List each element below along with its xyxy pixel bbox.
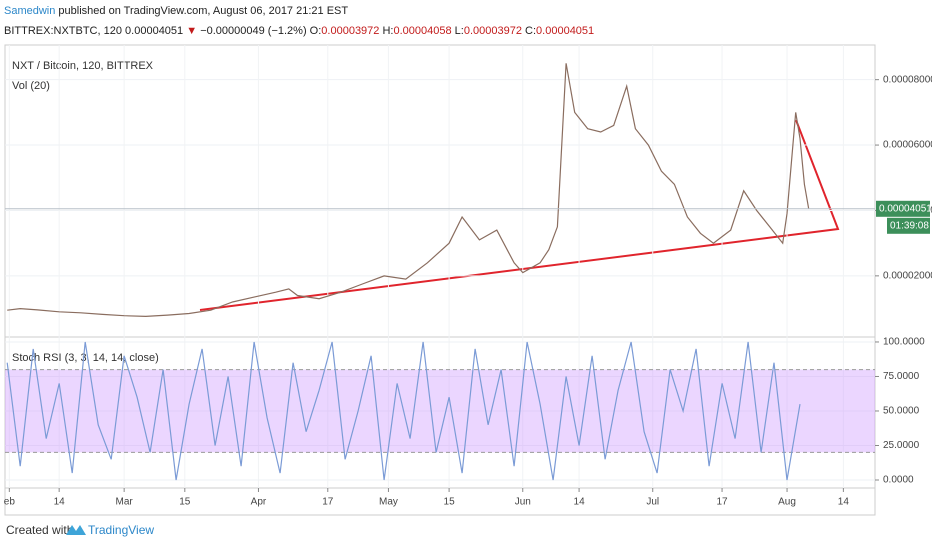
y-tick-label: 75.0000: [883, 371, 920, 382]
x-tick-label: 15: [444, 497, 456, 508]
series-line: [7, 63, 810, 318]
x-tick-label: May: [379, 497, 398, 508]
countdown-box: [887, 217, 930, 234]
y-tick-label: 25.0000: [883, 440, 920, 451]
change: −0.00000049 (−1.2%): [200, 25, 307, 37]
y-tick-label: 0.00008000: [883, 74, 932, 85]
x-tick-label: eb: [4, 497, 16, 508]
x-tick-label: Aug: [778, 497, 796, 508]
y-tick-label: 50.0000: [883, 406, 920, 417]
ohlc-line: BITTREX:NXTBTC, 120 0.00004051 ▼ −0.0000…: [4, 25, 594, 37]
footer-created: Created with: [6, 523, 73, 537]
pane-title: NXT / Bitcoin, 120, BITTREX: [12, 60, 154, 72]
down-arrow: ▼: [186, 25, 198, 37]
price-box: [876, 200, 930, 217]
h-label: H:: [382, 25, 394, 37]
published: published on TradingView.com, August 06,…: [58, 5, 349, 17]
pane-title: Stoch RSI (3, 3, 14, 14, close): [12, 352, 159, 364]
h: 0.00004058: [393, 25, 452, 37]
last: 0.00004051: [125, 25, 184, 37]
o: 0.00003972: [321, 25, 380, 37]
x-tick-label: 17: [716, 497, 728, 508]
x-tick-label: 14: [574, 497, 586, 508]
publish-line: Samedwin published on TradingView.com, A…: [4, 5, 348, 17]
frame: [4, 44, 876, 516]
x-tick-label: 14: [838, 497, 850, 508]
y-tick-label: 0.00006000: [883, 140, 932, 151]
author[interactable]: Samedwin: [4, 5, 56, 17]
volume-label: Vol (20): [12, 80, 50, 92]
l-label: L:: [454, 25, 464, 37]
c: 0.00004051: [536, 25, 595, 37]
trend-lines: [199, 119, 840, 311]
o-label: O:: [309, 25, 322, 37]
footer-brand[interactable]: TradingView: [88, 523, 154, 537]
c-label: C:: [525, 25, 537, 37]
y-tick-label: 0.0000: [883, 475, 914, 486]
x-tick-label: Mar: [116, 497, 134, 508]
y-tick-label: 0.00002000: [883, 270, 932, 281]
symbol: BITTREX:NXTBTC, 120: [4, 25, 122, 37]
x-tick-label: 14: [54, 497, 66, 508]
countdown: 01:39:08: [890, 220, 929, 231]
series-line: [6, 341, 801, 481]
x-tick-label: 15: [179, 497, 191, 508]
price-label: 0.00004051: [879, 203, 932, 214]
x-tick-label: Jul: [646, 497, 659, 508]
tv-logo: [66, 525, 86, 535]
y-tick-label: 100.0000: [883, 337, 925, 348]
x-tick-label: Apr: [251, 497, 267, 508]
x-tick-label: Jun: [515, 497, 531, 508]
x-tick-label: 17: [322, 497, 334, 508]
l: 0.00003972: [463, 25, 522, 37]
band-fill: [5, 369, 875, 453]
